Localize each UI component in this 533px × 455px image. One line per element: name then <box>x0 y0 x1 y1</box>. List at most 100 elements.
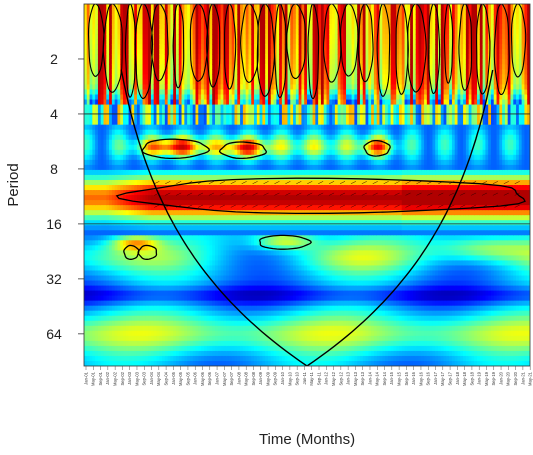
heatmap-cell <box>92 154 96 161</box>
heatmap-cell <box>150 250 155 256</box>
heatmap-cell <box>92 350 96 357</box>
heatmap-cell <box>89 270 93 277</box>
heatmap-cell <box>106 355 110 362</box>
heatmap-cell <box>89 245 93 251</box>
heatmap-cell <box>95 195 99 201</box>
heatmap-cell <box>103 9 107 15</box>
heatmap-cell <box>136 300 141 307</box>
heatmap-cell <box>131 290 135 297</box>
heatmap-cell <box>142 159 146 166</box>
heatmap-cell <box>100 9 105 15</box>
heatmap-cell <box>136 4 141 10</box>
heatmap-cell <box>145 350 149 357</box>
heatmap-cell <box>111 124 116 131</box>
heatmap-cell <box>92 54 96 60</box>
heatmap-cell <box>106 179 110 186</box>
heatmap-cell <box>136 54 141 60</box>
heatmap-cell <box>148 144 152 151</box>
heatmap-cell <box>123 94 127 101</box>
heatmap-cell <box>103 94 107 101</box>
heatmap-cell <box>148 300 152 307</box>
heatmap-cell <box>145 19 149 25</box>
heatmap-cell <box>128 169 132 176</box>
heatmap-cell <box>145 280 149 287</box>
heatmap-cell <box>106 345 110 352</box>
heatmap-cell <box>117 215 121 221</box>
heatmap-cell <box>128 19 132 25</box>
heatmap-cell <box>136 320 141 327</box>
heatmap-cell <box>148 64 152 70</box>
heatmap-cell <box>134 154 138 161</box>
heatmap-cell <box>148 89 152 96</box>
heatmap-cell <box>95 129 99 136</box>
heatmap-cell <box>103 315 107 322</box>
heatmap-cell <box>136 265 141 272</box>
heatmap-cell <box>123 104 127 111</box>
heatmap-cell <box>100 345 105 352</box>
heatmap-cell <box>139 255 144 262</box>
heatmap-cell <box>109 190 113 196</box>
heatmap-cell <box>128 280 132 287</box>
heatmap-cell <box>136 179 141 186</box>
heatmap-cell <box>109 49 113 55</box>
heatmap-cell <box>89 19 93 25</box>
heatmap-cell <box>86 360 91 366</box>
heatmap-cell <box>106 44 110 50</box>
heatmap-cell <box>136 215 141 221</box>
heatmap-cell <box>97 260 102 267</box>
heatmap-cell <box>134 169 138 176</box>
heatmap-cell <box>142 360 146 366</box>
heatmap-cell <box>117 280 121 287</box>
heatmap-cell <box>84 24 88 30</box>
heatmap-cell <box>111 280 116 287</box>
heatmap-cell <box>84 360 88 366</box>
heatmap-cell <box>86 159 91 166</box>
heatmap-cell <box>95 4 99 10</box>
heatmap-cell <box>131 250 135 256</box>
heatmap-cell <box>106 124 110 131</box>
heatmap-cell <box>95 335 99 342</box>
heatmap-cell <box>131 215 135 221</box>
heatmap-cell <box>145 99 149 106</box>
heatmap-cell <box>136 240 141 246</box>
heatmap-cell <box>92 205 96 211</box>
heatmap-cell <box>84 235 88 241</box>
heatmap-cell <box>86 134 91 141</box>
heatmap-cell <box>84 250 88 256</box>
heatmap-cell <box>92 305 96 312</box>
heatmap-cell <box>92 275 96 282</box>
heatmap-cell <box>111 164 116 171</box>
heatmap-cell <box>109 350 113 357</box>
heatmap-cell <box>100 39 105 45</box>
heatmap-cell <box>86 129 91 136</box>
heatmap-cell <box>131 265 135 272</box>
heatmap-cell <box>139 74 144 81</box>
heatmap-cell <box>103 84 107 91</box>
heatmap-cell <box>92 129 96 136</box>
heatmap-cell <box>139 300 144 307</box>
heatmap-cell <box>139 39 144 45</box>
heatmap-cell <box>103 355 107 362</box>
heatmap-cell <box>136 295 141 302</box>
heatmap-cell <box>123 325 127 332</box>
heatmap-cell <box>128 185 132 191</box>
heatmap-cell <box>92 59 96 65</box>
heatmap-cell <box>114 310 119 317</box>
heatmap-cell <box>128 215 132 221</box>
heatmap-cell <box>131 260 135 267</box>
heatmap-cell <box>109 325 113 332</box>
heatmap-cell <box>145 260 149 267</box>
heatmap-cell <box>100 89 105 96</box>
heatmap-cell <box>148 124 152 131</box>
heatmap-cell <box>131 245 135 251</box>
heatmap-cell <box>120 300 124 307</box>
heatmap-cell <box>109 164 113 171</box>
heatmap-cell <box>150 149 155 156</box>
heatmap-cell <box>114 340 119 347</box>
heatmap-cell <box>120 280 124 287</box>
heatmap-cell <box>145 154 149 161</box>
heatmap-cell <box>117 290 121 297</box>
heatmap-cell <box>150 79 155 86</box>
heatmap-cell <box>125 64 130 70</box>
heatmap-cell <box>142 24 146 30</box>
